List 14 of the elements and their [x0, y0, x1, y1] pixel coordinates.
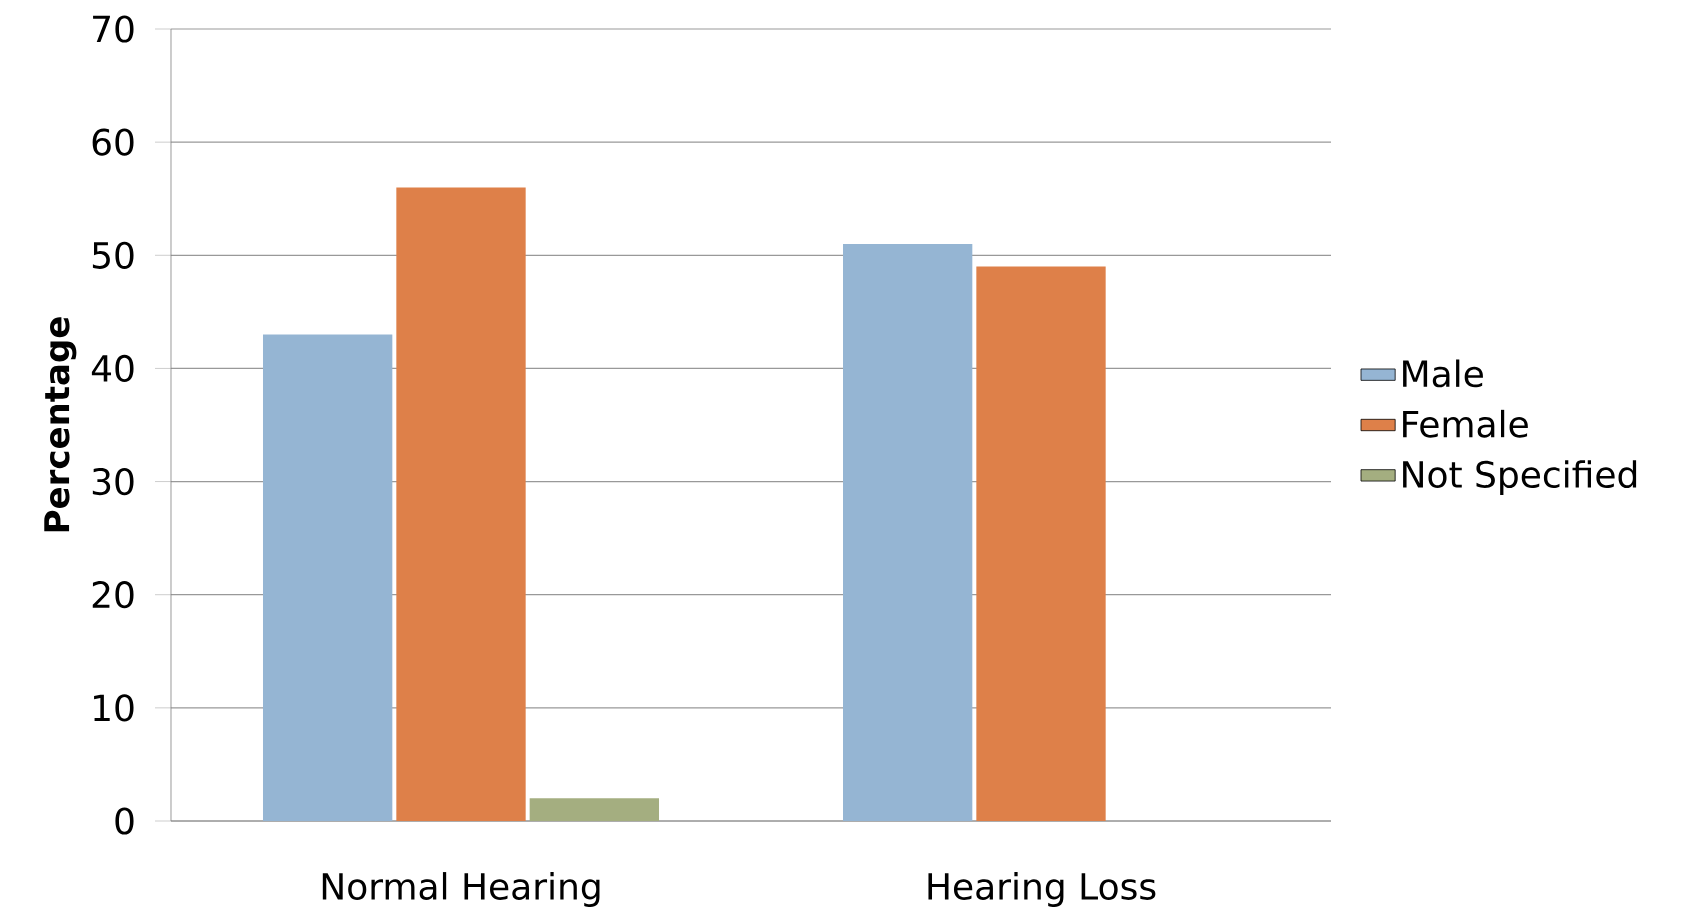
- y-tick-label: 10: [94, 694, 134, 722]
- legend-label: Male: [1403, 359, 1483, 388]
- legend-label: Female: [1403, 409, 1528, 438]
- x-tick-label: Hearing Loss: [928, 872, 1156, 907]
- y-tick-label: 60: [92, 128, 134, 156]
- y-tick-label: 0: [115, 807, 134, 835]
- y-tick-label: 20: [92, 581, 134, 609]
- y-tick-label: 70: [93, 15, 134, 43]
- y-tick-label: 30: [92, 467, 134, 496]
- y-tick-label: 50: [92, 241, 134, 269]
- y-axis-title: Percentage: [44, 317, 77, 532]
- x-tick-label: Normal Hearing: [322, 872, 600, 907]
- y-tick-label: 40: [91, 354, 134, 383]
- legend-label: Not Specified: [1403, 460, 1637, 496]
